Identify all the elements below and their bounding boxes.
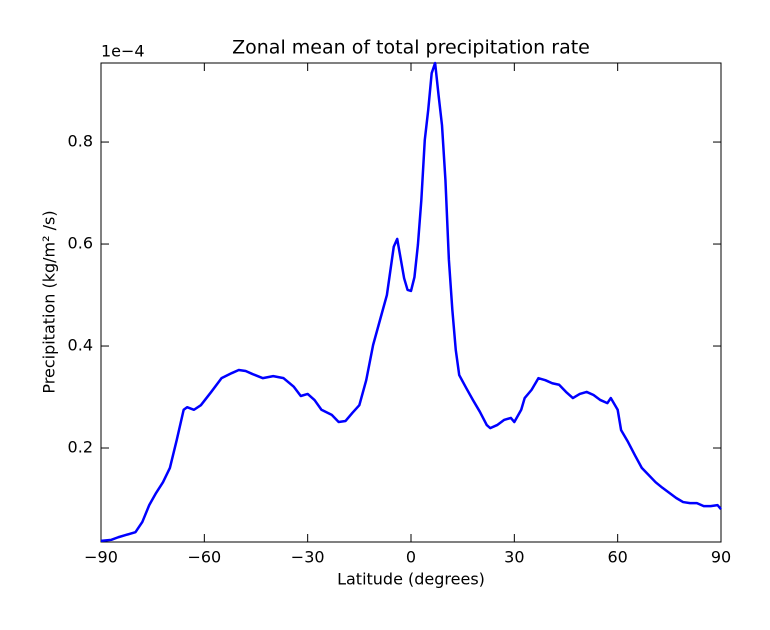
x-tick-label: −30 bbox=[291, 548, 325, 567]
y-tick-label: 0.2 bbox=[68, 438, 93, 457]
x-tick-label: −60 bbox=[187, 548, 221, 567]
y-axis-label: Precipitation (kg/m² /s) bbox=[40, 210, 59, 393]
data-line bbox=[100, 61, 722, 543]
x-tick-label: −90 bbox=[84, 548, 118, 567]
x-tick-label: 0 bbox=[406, 548, 416, 567]
y-tick-label: 0.4 bbox=[68, 336, 93, 355]
x-tick-label: 90 bbox=[711, 548, 731, 567]
x-axis-label: Latitude (degrees) bbox=[337, 570, 485, 589]
y-tick-label: 0.8 bbox=[68, 132, 93, 151]
x-tick-label: 30 bbox=[504, 548, 524, 567]
chart-title: Zonal mean of total precipitation rate bbox=[232, 37, 590, 59]
y-tick-label: 0.6 bbox=[68, 234, 93, 253]
plot-frame bbox=[100, 62, 722, 543]
x-tick-label: 60 bbox=[607, 548, 627, 567]
y-offset-label: 1e−4 bbox=[101, 42, 145, 61]
